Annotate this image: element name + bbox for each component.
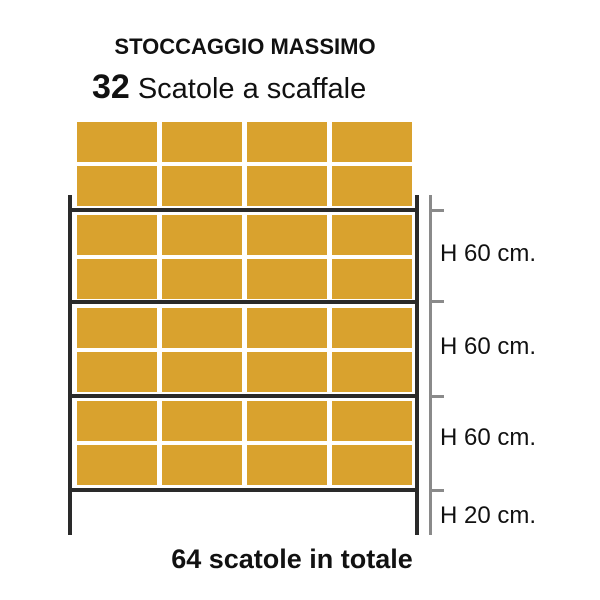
box bbox=[332, 352, 412, 392]
box bbox=[332, 215, 412, 255]
box bbox=[247, 308, 327, 348]
title: STOCCAGGIO MASSIMO bbox=[114, 34, 376, 59]
box bbox=[162, 401, 242, 441]
box bbox=[247, 215, 327, 255]
box bbox=[332, 401, 412, 441]
box bbox=[332, 259, 412, 299]
box bbox=[247, 259, 327, 299]
measure-line bbox=[429, 195, 432, 535]
box bbox=[77, 308, 157, 348]
right-upright bbox=[415, 195, 419, 535]
box bbox=[77, 352, 157, 392]
box bbox=[77, 215, 157, 255]
box bbox=[247, 352, 327, 392]
shelf-beam bbox=[68, 208, 419, 212]
box bbox=[77, 259, 157, 299]
left-upright bbox=[68, 195, 72, 535]
box bbox=[162, 308, 242, 348]
box bbox=[77, 166, 157, 206]
shelf-beam bbox=[68, 300, 419, 304]
box bbox=[247, 445, 327, 485]
box bbox=[247, 166, 327, 206]
shelf-beam bbox=[68, 488, 419, 492]
box-count: 32 bbox=[92, 68, 130, 106]
subtitle: 32 Scatole a scaffale bbox=[92, 68, 366, 107]
height-label-1: H 60 cm. bbox=[440, 240, 537, 267]
box bbox=[247, 122, 327, 162]
height-label-4: H 20 cm. bbox=[440, 502, 537, 529]
height-label-2: H 60 cm. bbox=[440, 333, 537, 360]
measure-tick bbox=[429, 300, 444, 303]
measure-tick bbox=[429, 209, 444, 212]
box bbox=[332, 445, 412, 485]
box bbox=[162, 445, 242, 485]
box bbox=[162, 122, 242, 162]
box bbox=[247, 401, 327, 441]
box bbox=[332, 308, 412, 348]
box bbox=[77, 401, 157, 441]
box bbox=[332, 166, 412, 206]
box bbox=[332, 122, 412, 162]
box-count-label: Scatole a scaffale bbox=[137, 73, 367, 105]
box bbox=[77, 122, 157, 162]
measure-tick bbox=[429, 489, 444, 492]
shelf-beam bbox=[68, 394, 419, 398]
box bbox=[162, 352, 242, 392]
measure-tick bbox=[429, 395, 444, 398]
box bbox=[162, 259, 242, 299]
height-label-3: H 60 cm. bbox=[440, 424, 537, 451]
box bbox=[162, 166, 242, 206]
total-label: 64 scatole in totale bbox=[171, 544, 413, 574]
box bbox=[77, 445, 157, 485]
box bbox=[162, 215, 242, 255]
